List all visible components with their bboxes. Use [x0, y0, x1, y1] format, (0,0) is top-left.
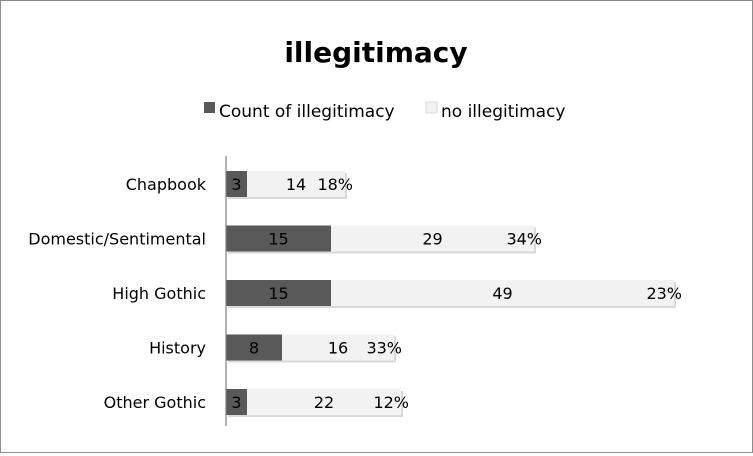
data-label-no-illegitimacy-chapbook: 14	[286, 175, 306, 194]
percent-label-high-gothic: 23%	[646, 284, 682, 303]
data-label-no-illegitimacy-other-gothic: 22	[314, 393, 334, 412]
data-label-no-illegitimacy-domestic-sentimental: 29	[422, 230, 442, 249]
bar-no-illegitimacy-other-gothic	[247, 389, 401, 415]
percent-label-domestic-sentimental: 34%	[506, 230, 542, 249]
data-label-count-domestic-sentimental: 15	[268, 230, 288, 249]
legend-label-count-of-illegitimacy: Count of illegitimacy	[219, 102, 395, 122]
bar-count-of-illegitimacy-domestic-sentimental	[226, 225, 331, 252]
bar-no-illegitimacy-domestic-sentimental	[331, 225, 534, 252]
bar-no-illegitimacy-history	[282, 334, 394, 361]
category-label-history: History	[149, 339, 206, 358]
category-label-chapbook: Chapbook	[126, 175, 207, 194]
plot-area: Chapbook 3 14 18%Domestic/Sentimental 15 29 34…	[28, 156, 682, 426]
bar-count-of-illegitimacy-chapbook	[226, 171, 247, 197]
data-label-count-high-gothic: 15	[268, 284, 288, 303]
legend-swatch-count-of-illegitimacy	[204, 102, 215, 113]
data-label-count-history: 8	[249, 339, 259, 358]
legend-swatch-no-illegitimacy	[425, 101, 438, 114]
percent-label-history: 33%	[366, 339, 402, 358]
category-label-other-gothic: Other Gothic	[104, 393, 206, 412]
bar-no-illegitimacy-chapbook	[247, 171, 345, 197]
category-label-domestic-sentimental: Domestic/Sentimental	[28, 230, 206, 249]
data-label-count-chapbook: 3	[231, 175, 241, 194]
bar-no-illegitimacy-high-gothic	[331, 280, 674, 306]
chart-title: illegitimacy	[284, 36, 467, 69]
legend-label-no-illegitimacy: no illegitimacy	[441, 102, 566, 122]
category-label-high-gothic: High Gothic	[112, 284, 206, 303]
data-label-count-other-gothic: 3	[231, 393, 241, 412]
chart-legend: Count of illegitimacy no illegitimacy	[204, 101, 566, 122]
data-label-no-illegitimacy-history: 16	[328, 339, 348, 358]
data-label-no-illegitimacy-high-gothic: 49	[492, 284, 512, 303]
bar-count-of-illegitimacy-other-gothic	[226, 389, 247, 415]
bar-count-of-illegitimacy-history	[226, 334, 282, 361]
percent-label-other-gothic: 12%	[373, 393, 409, 412]
bar-count-of-illegitimacy-high-gothic	[226, 280, 331, 306]
percent-label-chapbook: 18%	[317, 175, 353, 194]
